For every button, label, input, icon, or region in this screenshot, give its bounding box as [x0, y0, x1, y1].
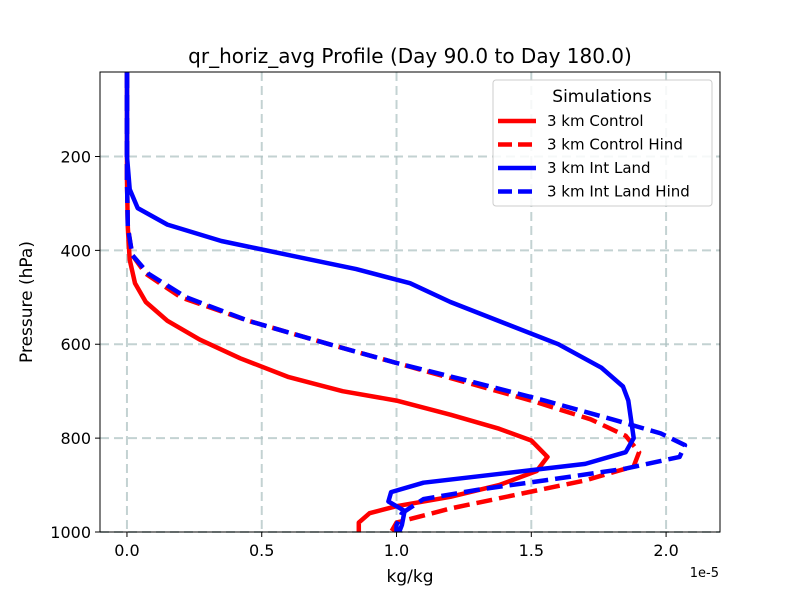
legend-items: 3 km Control 3 km Control Hind 3 km Int La…: [498, 112, 690, 201]
x-tick-label: 1.0: [384, 541, 409, 560]
x-axis-label: kg/kg: [387, 567, 434, 587]
series-line-3-km-control: [124, 72, 550, 532]
x-offset-label: 1e-5: [690, 566, 719, 581]
series-layer: [124, 72, 688, 534]
tick-layer: 0.0 0.5 1.0 1.5 2.0 200 400 600 800 1000: [50, 147, 679, 560]
x-tick-label: 0.0: [114, 541, 139, 560]
legend-label: 3 km Control Hind: [547, 136, 683, 154]
x-tick-label: 0.5: [249, 541, 274, 560]
plot-frame: [99, 71, 721, 533]
x-tick-label: 1.5: [519, 541, 544, 560]
y-tick-label: 800: [60, 429, 91, 448]
series-line-3-km-int-land-hind: [124, 72, 688, 532]
chart-title: qr_horiz_avg Profile (Day 90.0 to Day 18…: [188, 44, 632, 68]
legend-frame: [492, 79, 713, 207]
legend-label: 3 km Control: [547, 112, 644, 130]
legend-label: 3 km Int Land: [547, 159, 651, 177]
x-tick-label: 2.0: [653, 541, 678, 560]
y-tick-label: 200: [60, 147, 91, 166]
series-line-3-km-int-land: [124, 72, 636, 533]
legend-title: Simulations: [552, 87, 652, 107]
y-axis-label: Pressure (hPa): [17, 241, 37, 363]
legend-label: 3 km Int Land Hind: [547, 183, 690, 201]
y-tick-label: 600: [60, 335, 91, 354]
y-tick-label: 400: [60, 241, 91, 260]
legend: Simulations 3 km Control 3 km Control Hin…: [492, 79, 713, 207]
y-tick-label: 1000: [50, 523, 91, 542]
